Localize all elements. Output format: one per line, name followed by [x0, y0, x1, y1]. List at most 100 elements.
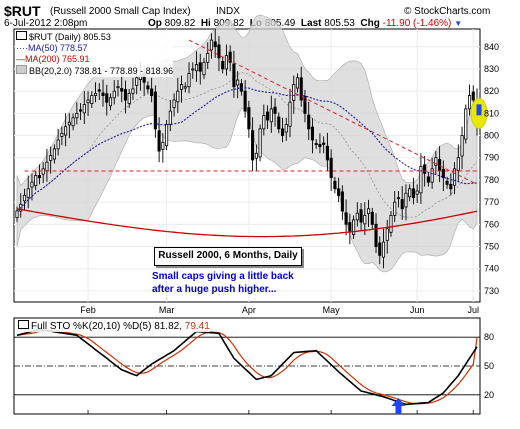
candle-body: [348, 222, 352, 232]
candle-body: [430, 168, 434, 183]
price-tick-label: 840: [484, 42, 499, 52]
candle-body: [322, 142, 326, 145]
candle-body: [90, 95, 94, 104]
candle-body: [370, 211, 374, 225]
candle-body: [325, 145, 329, 161]
exchange-label: INDX: [216, 6, 240, 17]
ma50-line: [16, 87, 478, 212]
price-tick-label: 770: [484, 197, 499, 207]
candle-body: [381, 241, 386, 258]
month-tick-label: Feb: [80, 305, 96, 315]
candle-body: [303, 96, 307, 114]
candle-body: [228, 51, 232, 63]
sto-k-value: 81.82: [154, 321, 180, 332]
sto-d-line: [16, 329, 478, 405]
candle-body: [400, 199, 404, 210]
candle-body: [221, 61, 225, 70]
candle-body: [236, 79, 240, 86]
candle-body: [217, 44, 221, 59]
candle-body: [464, 108, 468, 140]
price-tick-label: 830: [484, 64, 499, 74]
candle-body: [445, 180, 449, 185]
candle-body: [374, 223, 378, 247]
candle-body: [254, 152, 258, 159]
legend-ma50: ····MA(50) 778.57: [16, 43, 88, 53]
candle-body: [183, 86, 187, 89]
candle-body: [187, 72, 191, 88]
candle-body: [105, 93, 109, 103]
candle-body: [366, 208, 371, 215]
sto-axis-labels: 20 50 80: [484, 332, 494, 400]
candle-body: [232, 63, 236, 88]
candle-body: [153, 91, 157, 130]
candle-body: [333, 180, 337, 190]
sto-legend: Full STO %K(20,10) %D(5) 81.82, 79.41: [18, 320, 210, 332]
candle-body: [179, 84, 184, 90]
candle-body: [307, 114, 311, 130]
stockcharts-brand[interactable]: © StockCharts.com: [404, 6, 491, 17]
candle-body: [441, 168, 445, 179]
candle-body: [168, 110, 172, 125]
candle-body: [60, 132, 64, 137]
chart-date: 6-Jul-2012 2:08pm: [4, 18, 88, 29]
month-tick-label: May: [323, 305, 341, 315]
candle-body: [396, 197, 401, 200]
annotation-line-2: after a huge push higher...: [152, 284, 277, 295]
candle-body: [355, 212, 359, 221]
candle-body: [202, 61, 206, 76]
month-tick-label: Jun: [410, 305, 425, 315]
candle-body: [467, 95, 472, 110]
index-name: (Russell 2000 Small Cap Index): [50, 6, 191, 17]
candle-body: [266, 111, 270, 121]
candle-body: [146, 85, 150, 90]
candle-body: [22, 195, 27, 202]
candle-body: [288, 101, 292, 127]
candle-body: [262, 115, 266, 130]
candle-body: [280, 128, 285, 136]
candle-body: [82, 104, 86, 114]
annotation-title: Russell 2000, 6 Months, Daily: [158, 250, 298, 261]
candle-body: [71, 117, 75, 127]
sto-d-value: 79.41: [184, 321, 210, 332]
annotation-box: Russell 2000, 6 Months, Daily: [154, 247, 302, 266]
candle-body: [135, 77, 139, 86]
candle-body: [97, 89, 101, 92]
candle-body: [101, 92, 105, 96]
candle-body: [423, 164, 427, 174]
candle-body: [157, 130, 161, 152]
candle-body: [385, 228, 389, 241]
legend-bb: BB(20,2.0) 738.81 - 778.89 - 818.96: [16, 65, 173, 77]
candle-body: [269, 108, 273, 123]
candle-body: [471, 91, 475, 101]
candle-body: [337, 188, 341, 196]
candle-body: [314, 143, 318, 145]
sto-date-ticks: [87, 410, 474, 414]
annotation-line-1: Small caps giving a little back: [152, 271, 294, 282]
candle-body: [318, 144, 322, 148]
date-axis-labels: Feb Mar Apr May Jun Jul: [80, 305, 479, 315]
candle-body: [112, 90, 116, 99]
candle-body: [295, 77, 300, 89]
down-arrow-icon: ▼: [454, 19, 463, 28]
candle-body: [79, 109, 83, 112]
candle-body: [404, 192, 408, 208]
candle-body: [434, 157, 438, 166]
month-tick-label: Apr: [242, 305, 256, 315]
symbol-title: $RUT: [4, 3, 41, 19]
candle-body: [359, 209, 363, 223]
up-arrow-icon: [391, 398, 406, 414]
candle-body: [30, 181, 34, 188]
candle-body: [292, 84, 296, 101]
sto-tick-label: 80: [484, 332, 494, 342]
candle-body: [393, 201, 397, 216]
candle-body: [251, 130, 255, 161]
sto-reference-lines: [14, 336, 480, 396]
candle-body: [120, 88, 124, 92]
price-tick-label: 810: [484, 108, 499, 118]
candle-body: [198, 62, 202, 72]
candle-body: [426, 176, 430, 183]
candle-body: [37, 175, 41, 179]
resistance-trendline: [188, 39, 478, 185]
